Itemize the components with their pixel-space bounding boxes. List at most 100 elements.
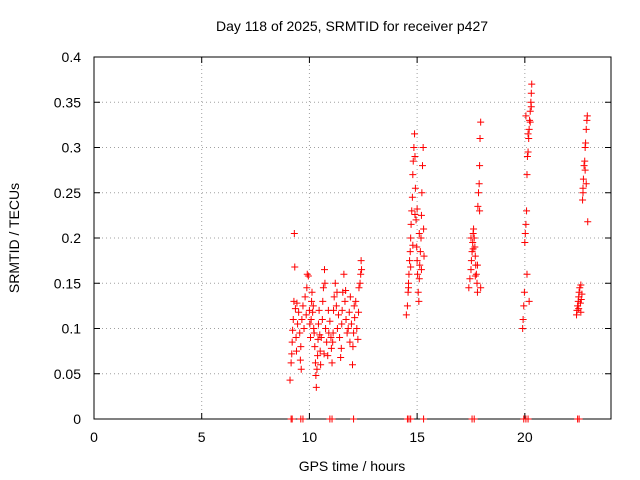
data-point <box>420 225 428 233</box>
x-tick-label: 5 <box>198 429 206 445</box>
data-point <box>412 216 420 224</box>
data-point <box>465 284 473 292</box>
data-point <box>578 290 586 298</box>
data-point <box>581 166 589 174</box>
data-point <box>577 281 585 289</box>
data-point <box>466 275 474 283</box>
data-point <box>306 320 314 328</box>
data-point <box>406 257 414 265</box>
data-point <box>333 288 341 296</box>
data-point <box>419 144 427 151</box>
data-point <box>573 306 581 314</box>
data-point <box>336 334 344 342</box>
data-point <box>295 308 303 316</box>
data-point <box>337 353 345 361</box>
data-point <box>290 297 298 305</box>
data-point <box>473 279 481 287</box>
x-tick-label: 15 <box>409 429 425 445</box>
data-point <box>296 356 304 364</box>
data-point <box>472 270 480 278</box>
data-point <box>338 320 346 328</box>
data-point <box>407 263 415 271</box>
data-point <box>332 302 340 310</box>
data-point <box>338 306 346 314</box>
data-point <box>292 347 300 355</box>
data-point <box>327 334 335 342</box>
data-point <box>476 207 484 215</box>
data-point <box>300 325 308 332</box>
data-point <box>351 314 359 322</box>
data-point <box>324 352 332 360</box>
data-point <box>524 415 532 423</box>
data-point <box>467 266 475 274</box>
data-point <box>309 308 317 316</box>
x-tick-label: 20 <box>517 429 533 445</box>
data-point <box>528 80 536 88</box>
chart-title: Day 118 of 2025, SRMTID for receiver p42… <box>216 18 488 34</box>
data-point <box>311 359 319 367</box>
data-point <box>527 89 535 97</box>
data-point <box>413 243 421 251</box>
data-point <box>575 305 583 313</box>
data-point <box>403 302 411 310</box>
data-point <box>411 153 419 161</box>
x-axis-label: GPS time / hours <box>299 458 406 474</box>
data-point <box>303 284 311 292</box>
data-point <box>312 372 320 380</box>
data-point <box>415 275 423 283</box>
data-point <box>408 207 416 215</box>
data-point <box>579 196 587 204</box>
data-point <box>291 263 299 271</box>
data-point <box>342 286 350 294</box>
data-point <box>405 270 413 278</box>
data-point <box>420 415 428 423</box>
data-point <box>324 306 332 314</box>
data-point <box>415 297 423 305</box>
data-point <box>405 284 413 292</box>
data-point <box>467 234 475 242</box>
data-point <box>407 220 415 228</box>
data-point <box>577 308 585 316</box>
data-point <box>350 329 358 337</box>
data-point <box>520 302 528 310</box>
data-point <box>411 210 419 218</box>
data-point <box>402 311 410 319</box>
data-point <box>346 293 354 301</box>
data-point <box>308 297 316 305</box>
data-point <box>417 266 425 274</box>
data-point <box>344 325 352 332</box>
y-tick-label: 0.4 <box>62 49 82 65</box>
data-point <box>407 415 415 423</box>
data-point <box>355 308 363 316</box>
data-point <box>357 257 365 265</box>
data-point <box>357 270 365 278</box>
data-point <box>523 171 531 179</box>
y-tick-label: 0.2 <box>62 230 82 246</box>
data-point <box>346 338 354 346</box>
data-point <box>305 306 313 314</box>
data-point <box>584 218 592 226</box>
data-point <box>307 315 315 323</box>
data-point <box>354 335 362 343</box>
data-point <box>321 279 329 287</box>
data-point <box>314 320 322 328</box>
data-point <box>358 266 366 274</box>
data-point <box>320 266 328 274</box>
data-point <box>329 329 337 337</box>
data-point <box>582 180 590 188</box>
y-tick-label: 0.3 <box>62 140 82 156</box>
grid <box>94 57 611 419</box>
data-point <box>407 234 415 242</box>
data-point <box>524 130 532 138</box>
data-point <box>475 180 483 188</box>
y-tick-label: 0.1 <box>62 321 82 337</box>
y-axis-label: SRMTID / TECUs <box>6 183 22 293</box>
data-point <box>312 383 320 391</box>
data-point <box>416 248 424 256</box>
data-point <box>316 347 324 355</box>
data-point <box>329 338 337 346</box>
data-point <box>410 144 418 151</box>
data-point <box>352 297 360 305</box>
data-point <box>525 134 533 142</box>
data-point <box>409 241 417 249</box>
